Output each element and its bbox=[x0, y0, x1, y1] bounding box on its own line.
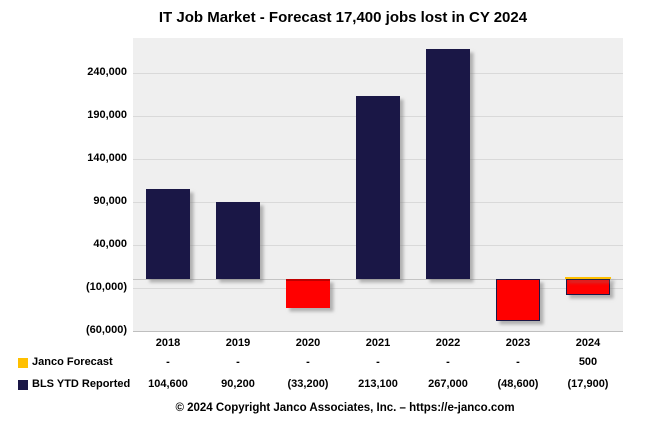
y-axis-tick-label: 190,000 bbox=[87, 108, 127, 121]
bar-bls-2023 bbox=[496, 279, 540, 322]
x-axis-label-2020: 2020 bbox=[295, 337, 321, 349]
bar-bls-2019 bbox=[216, 201, 260, 280]
bar-bls-2024 bbox=[566, 279, 610, 295]
bar-bls-2020 bbox=[286, 279, 330, 308]
plot-area bbox=[133, 38, 623, 332]
table-cell-bls-2021: 213,100 bbox=[358, 378, 398, 390]
bls-ytd-legend-swatch bbox=[18, 380, 28, 390]
janco-forecast-legend-swatch bbox=[18, 358, 28, 368]
y-axis-tick-label: 140,000 bbox=[87, 151, 127, 164]
bar-bls-2022 bbox=[426, 49, 470, 280]
y-axis-tick-label: 40,000 bbox=[93, 237, 127, 250]
table-cell-janco-2021: - bbox=[376, 356, 380, 368]
x-axis-label-2024: 2024 bbox=[575, 337, 601, 349]
table-cell-janco-2023: - bbox=[516, 356, 520, 368]
y-axis-tick-label: (10,000) bbox=[86, 280, 127, 293]
bar-bls-2021 bbox=[356, 95, 400, 280]
gridline bbox=[133, 287, 623, 289]
table-cell-bls-2019: 90,200 bbox=[221, 378, 255, 390]
y-axis-tick-label: (60,000) bbox=[86, 324, 127, 336]
bls-ytd-legend-label: BLS YTD Reported bbox=[32, 378, 131, 390]
table-cell-janco-2019: - bbox=[236, 356, 240, 368]
table-cell-janco-2018: - bbox=[166, 356, 170, 368]
bar-janco-2024 bbox=[565, 276, 611, 280]
table-cell-bls-2023: (48,600) bbox=[497, 378, 539, 390]
janco-forecast-legend-label: Janco Forecast bbox=[32, 356, 113, 368]
table-cell-bls-2022: 267,000 bbox=[428, 378, 468, 390]
x-axis-label-2023: 2023 bbox=[505, 337, 531, 349]
x-axis-label-2022: 2022 bbox=[435, 337, 461, 349]
table-cell-janco-2024: 500 bbox=[578, 356, 598, 368]
y-axis-tick-label: 90,000 bbox=[93, 194, 127, 207]
table-cell-bls-2024: (17,900) bbox=[567, 378, 609, 390]
x-axis-label-2021: 2021 bbox=[365, 337, 391, 349]
table-cell-janco-2022: - bbox=[446, 356, 450, 368]
table-cell-bls-2018: 104,600 bbox=[148, 378, 188, 390]
x-axis-label-2019: 2019 bbox=[225, 337, 251, 349]
y-axis-tick-label: 240,000 bbox=[87, 65, 127, 78]
chart-title: IT Job Market - Forecast 17,400 jobs los… bbox=[158, 9, 528, 26]
copyright-footer: © 2024 Copyright Janco Associates, Inc. … bbox=[175, 402, 515, 414]
table-cell-janco-2020: - bbox=[306, 356, 310, 368]
x-axis-label-2018: 2018 bbox=[155, 337, 181, 349]
gridline bbox=[133, 72, 623, 74]
table-cell-bls-2020: (33,200) bbox=[287, 378, 329, 390]
bar-bls-2018 bbox=[146, 189, 190, 280]
zero-axis-line bbox=[133, 279, 623, 281]
